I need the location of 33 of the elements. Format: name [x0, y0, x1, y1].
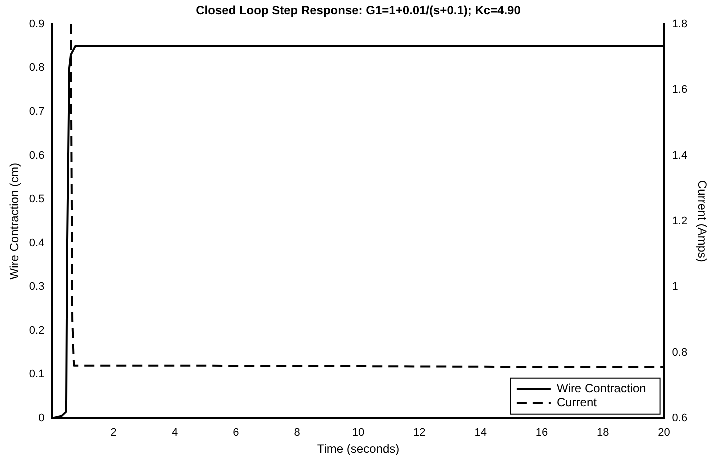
- y2-tick-label: 1.2: [672, 215, 688, 228]
- y2-axis-title: Current (Amps): [695, 180, 710, 262]
- y-tick-label: 0.9: [29, 18, 45, 30]
- y2-tick-label: 1.8: [672, 18, 688, 30]
- y-tick-label: 0.4: [29, 237, 45, 250]
- x-tick-label: 14: [474, 427, 487, 440]
- x-tick-label: 20: [658, 427, 670, 440]
- y-tick-label: 0.8: [29, 62, 45, 74]
- y-axis-title: Wire Contraction (cm): [8, 163, 22, 280]
- legend-label: Current: [556, 396, 598, 410]
- y2-tick-label: 0.6: [672, 412, 688, 424]
- y2-tick-label: 1: [672, 281, 678, 294]
- x-tick-label: 12: [414, 427, 426, 440]
- x-axis-title: Time (seconds): [317, 442, 400, 456]
- x-tick-label: 2: [110, 427, 117, 440]
- y-tick-label: 0.2: [29, 324, 45, 337]
- x-tick-label: 10: [352, 427, 365, 440]
- y-tick-label: 0.3: [29, 281, 45, 294]
- y2-tick-label: 0.8: [672, 346, 688, 359]
- x-tick-label: 6: [233, 427, 240, 440]
- x-tick-label: 18: [597, 427, 610, 440]
- y-tick-label: 0.1: [29, 368, 45, 381]
- legend-label: Wire Contraction: [556, 382, 646, 396]
- x-tick-label: 4: [172, 427, 178, 440]
- y2-tick-label: 1.4: [672, 150, 688, 162]
- y-tick-label: 0.6: [29, 150, 45, 162]
- x-tick-label: 8: [294, 427, 300, 440]
- x-tick-label: 16: [536, 427, 548, 440]
- y-tick-label: 0.5: [29, 194, 45, 206]
- y-tick-label: 0: [38, 412, 45, 424]
- chart-title: Closed Loop Step Response: G1=1+0.01/(s+0.1); Kc=4.90: [196, 4, 522, 18]
- y-tick-label: 0.7: [29, 106, 45, 118]
- y2-tick-label: 1.6: [672, 84, 688, 96]
